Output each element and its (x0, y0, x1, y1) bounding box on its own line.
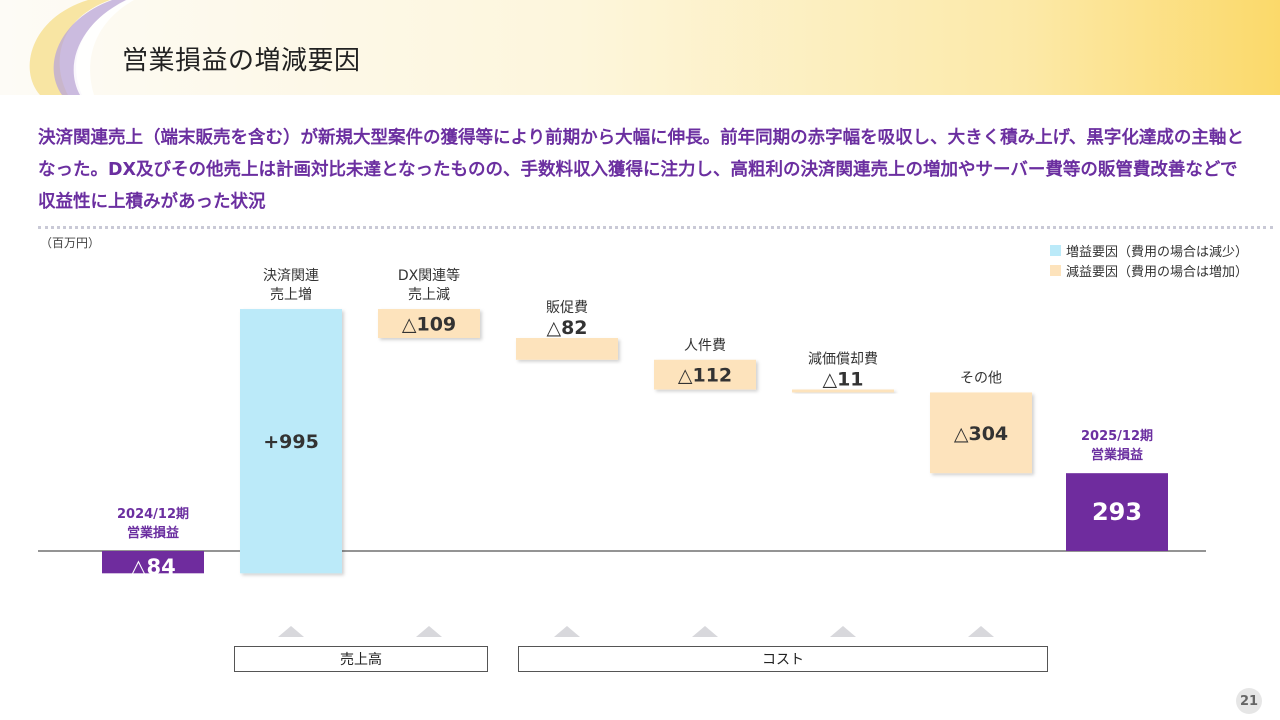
category-label-4-line-0: 人件費 (684, 338, 726, 354)
legend-swatch-increase (1049, 244, 1061, 256)
unit-label: （百万円） (40, 236, 101, 250)
page-number: 21 (1236, 688, 1262, 714)
bar-2 (378, 309, 480, 338)
marker-triangle-6 (968, 626, 994, 637)
group-box-cost: コスト (518, 646, 1048, 672)
category-label-2-line-1: 売上減 (408, 286, 450, 303)
category-label-5-line-0: 減価償却費 (808, 351, 878, 368)
marker-triangle-3 (554, 626, 580, 637)
bar-4 (654, 359, 756, 390)
marker-triangle-2 (416, 626, 442, 637)
legend-item-increase: 増益要因（費用の場合は減少） (1049, 240, 1248, 260)
summary-text: 決済関連売上（端末販売を含む）が新規大型案件の獲得等により前期から大幅に伸長。前… (38, 128, 1244, 212)
category-label-7-line-0: 2025/12期 (1081, 429, 1153, 444)
category-label-3-line-0: 販促費 (546, 300, 588, 316)
value-label-2: △109 (402, 314, 456, 336)
value-label-1: +995 (263, 431, 319, 453)
category-label-6-line-0: その他 (960, 370, 1002, 386)
divider (38, 226, 1273, 229)
legend-label-increase: 増益要因（費用の場合は減少） (1065, 244, 1248, 260)
value-label-4: △112 (678, 365, 732, 387)
group-box-sales: 売上高 (234, 646, 488, 672)
bar-0 (102, 551, 204, 574)
category-label-0-line-0: 2024/12期 (117, 507, 189, 522)
value-label-7: 293 (1092, 498, 1142, 526)
legend-label-decrease: 減益要因（費用の場合は増加） (1065, 264, 1248, 280)
marker-triangle-5 (830, 626, 856, 637)
marker-triangle-1 (278, 626, 304, 637)
slide-title: 営業損益の増減要因 (122, 46, 361, 76)
value-label-5: △11 (822, 369, 863, 391)
category-label-1-line-0: 決済関連 (263, 268, 319, 284)
legend-swatch-decrease (1049, 264, 1061, 276)
category-label-7-line-1: 営業損益 (1091, 447, 1143, 463)
bar-1 (240, 309, 342, 574)
bar-3 (516, 337, 618, 360)
value-label-6: △304 (954, 423, 1008, 445)
category-label-0-line-1: 営業損益 (127, 525, 179, 541)
value-label-0: △84 (130, 555, 175, 579)
legend-item-decrease: 減益要因（費用の場合は増加） (1049, 260, 1248, 280)
header-band: 営業損益の増減要因 (0, 0, 1280, 95)
swoosh-decoration (29, 0, 134, 95)
legend: 増益要因（費用の場合は減少） 減益要因（費用の場合は増加） (1049, 240, 1248, 280)
bar-6 (930, 392, 1032, 474)
category-label-1-line-1: 売上増 (270, 287, 312, 303)
marker-triangle-4 (692, 626, 718, 637)
bar-7 (1066, 473, 1168, 551)
category-label-2-line-0: DX関連等 (398, 267, 460, 284)
bar-5 (792, 389, 894, 393)
value-label-3: △82 (546, 317, 587, 339)
